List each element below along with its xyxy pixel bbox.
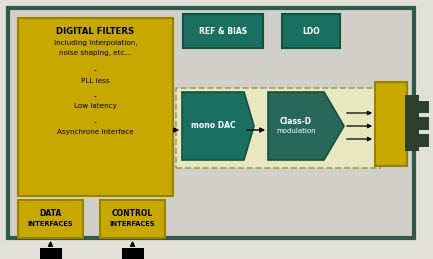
Bar — [282, 14, 340, 48]
Text: mono DAC: mono DAC — [191, 121, 235, 131]
Text: Low latency: Low latency — [74, 103, 117, 110]
Bar — [414, 100, 429, 113]
Text: INTERFACES: INTERFACES — [28, 221, 73, 227]
Text: Including interpolation,: Including interpolation, — [54, 40, 137, 46]
Text: -: - — [94, 118, 97, 127]
Text: PLL less: PLL less — [81, 77, 110, 84]
Text: DATA: DATA — [39, 208, 61, 218]
Bar — [176, 88, 380, 168]
Text: Class-D: Class-D — [280, 117, 312, 126]
Bar — [405, 95, 419, 151]
Text: -: - — [94, 66, 97, 75]
Text: -: - — [94, 92, 97, 101]
Bar — [375, 82, 407, 166]
Text: Asynchrone interface: Asynchrone interface — [57, 129, 134, 135]
Text: noise shaping, etc…: noise shaping, etc… — [59, 50, 132, 56]
Bar — [100, 200, 165, 238]
Bar — [122, 248, 143, 259]
Text: REF & BIAS: REF & BIAS — [199, 26, 247, 35]
Text: modulation: modulation — [276, 128, 316, 134]
Text: LDO: LDO — [302, 26, 320, 35]
Text: DIGITAL FILTERS: DIGITAL FILTERS — [56, 27, 135, 36]
Text: CONTROL: CONTROL — [112, 208, 153, 218]
Bar — [414, 117, 429, 130]
Bar — [414, 134, 429, 147]
Text: INTERFACES: INTERFACES — [110, 221, 155, 227]
Bar — [18, 18, 173, 196]
Bar — [18, 200, 83, 238]
Bar — [8, 8, 414, 238]
Polygon shape — [182, 92, 254, 160]
Bar — [39, 248, 61, 259]
Bar — [183, 14, 263, 48]
Polygon shape — [268, 92, 344, 160]
